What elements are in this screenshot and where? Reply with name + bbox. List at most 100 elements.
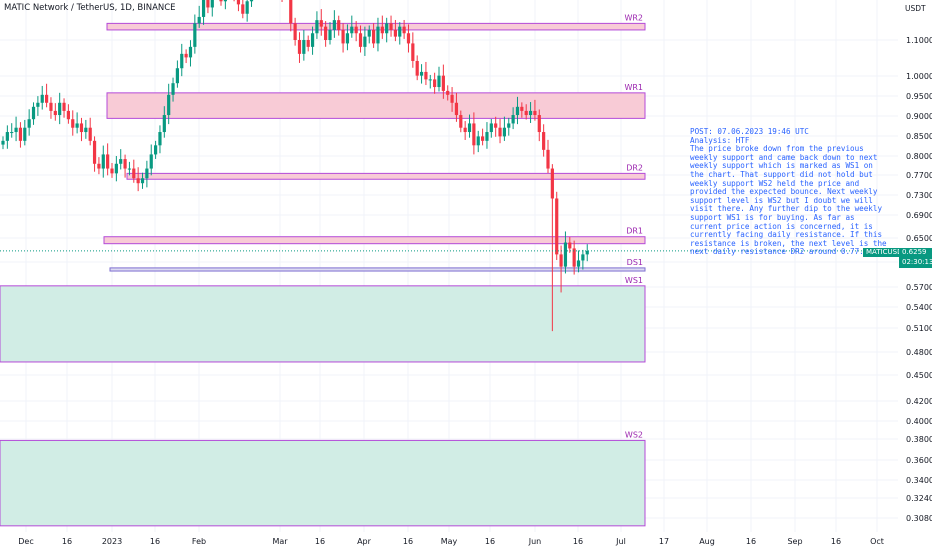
candle-body <box>524 110 528 116</box>
candle-body <box>454 102 459 116</box>
candle-body <box>328 29 332 40</box>
zone-ws2 <box>0 439 646 527</box>
zone-label-wr2: WR2 <box>624 13 643 22</box>
candle-body <box>10 132 14 134</box>
candle-body <box>415 60 419 76</box>
candle-body <box>23 127 27 141</box>
time-tick: Dec <box>18 537 33 546</box>
price-tick: 0.8000 <box>906 152 932 161</box>
candle-body <box>210 0 214 8</box>
candle-body <box>223 0 227 2</box>
zone-wr2 <box>106 22 646 31</box>
time-tick: 16 <box>62 537 72 546</box>
time-tick: 16 <box>403 537 413 546</box>
candle-body <box>345 33 350 44</box>
candle-body <box>424 71 428 80</box>
time-tick: Jul <box>615 537 626 546</box>
candle-body <box>293 23 297 40</box>
candle-body <box>110 168 114 174</box>
candle-body <box>537 115 541 133</box>
candle-body <box>154 145 158 155</box>
price-tick: 0.8500 <box>906 132 932 141</box>
candle-body <box>481 136 485 141</box>
zone-wr1 <box>106 92 646 119</box>
candle-body <box>101 154 105 169</box>
price-tick: 0.5400 <box>906 303 932 312</box>
candle-body <box>576 260 581 267</box>
candle-body <box>206 0 210 8</box>
candle-body <box>175 68 179 84</box>
candle-body <box>419 71 424 76</box>
candle-body <box>49 102 53 111</box>
candle-body <box>411 43 415 61</box>
candle-body <box>341 29 345 44</box>
candle-body <box>446 90 450 95</box>
candle-body <box>62 102 66 111</box>
analysis-note: POST: 07.06.2023 19:46 UTC Analysis: HTF… <box>690 127 887 257</box>
price-tick: 0.4000 <box>906 417 932 426</box>
candle-body <box>502 127 506 137</box>
ticker-badge: MATICUSDT <box>863 248 910 257</box>
price-tick: 0.3240 <box>906 494 932 503</box>
candle-body <box>14 127 18 133</box>
candle-body <box>140 178 145 184</box>
candle-body <box>289 0 293 24</box>
candle-body <box>171 83 175 95</box>
time-tick: 16 <box>573 537 583 546</box>
time-tick: Aug <box>699 537 715 546</box>
candle-body <box>354 26 358 34</box>
candle-body <box>485 132 489 141</box>
candle-body <box>92 140 97 164</box>
candle-body <box>136 178 140 184</box>
candle-body <box>542 132 546 150</box>
candle-body <box>114 163 118 174</box>
candle-body <box>572 248 576 267</box>
candle-body <box>245 1 249 14</box>
price-tick: 0.9500 <box>906 92 932 101</box>
time-tick: Apr <box>357 537 372 546</box>
candle-body <box>1 140 5 145</box>
candle-body <box>476 136 480 146</box>
time-tick: Jun <box>528 537 542 546</box>
candle-body <box>315 20 319 34</box>
candle-body <box>402 26 406 34</box>
candle-body <box>385 23 389 34</box>
time-tick: Mar <box>272 537 288 546</box>
candle-body <box>398 26 402 37</box>
price-tick: 0.6900 <box>906 211 932 220</box>
candle-body <box>219 0 223 2</box>
zone-label-ds1: DS1 <box>627 258 643 267</box>
candle-body <box>88 127 92 141</box>
zone-dr1 <box>103 236 646 245</box>
price-tick: 0.4200 <box>906 397 932 406</box>
candle-body <box>563 242 568 267</box>
bar-countdown: 02:30:13 <box>902 257 932 266</box>
candle-body <box>433 79 437 88</box>
zone-label-dr1: DR1 <box>626 227 643 236</box>
time-tick: 16 <box>150 537 160 546</box>
candle-body <box>546 149 550 169</box>
candle-body <box>367 29 371 37</box>
price-tick: 0.5100 <box>906 324 932 333</box>
candle-body <box>66 110 70 120</box>
price-tick: 0.4800 <box>906 348 932 357</box>
candle-body <box>437 75 441 88</box>
candle-body <box>123 159 127 169</box>
candle-body <box>441 75 445 91</box>
candle-body <box>236 0 241 5</box>
candle-body <box>75 123 79 128</box>
candle-body <box>45 94 49 103</box>
candle-body <box>337 20 341 30</box>
candle-body <box>372 29 376 44</box>
candle-body <box>184 53 188 58</box>
currency-label: USDT <box>905 4 926 13</box>
time-tick: May <box>441 537 458 546</box>
candle-body <box>36 102 40 107</box>
time-tick: 16 <box>485 537 495 546</box>
candle-body <box>494 123 498 128</box>
candle-body <box>555 198 559 255</box>
price-tick: 1.0000 <box>906 72 932 81</box>
candle-body <box>581 254 585 261</box>
price-tick: 0.7300 <box>906 191 932 200</box>
